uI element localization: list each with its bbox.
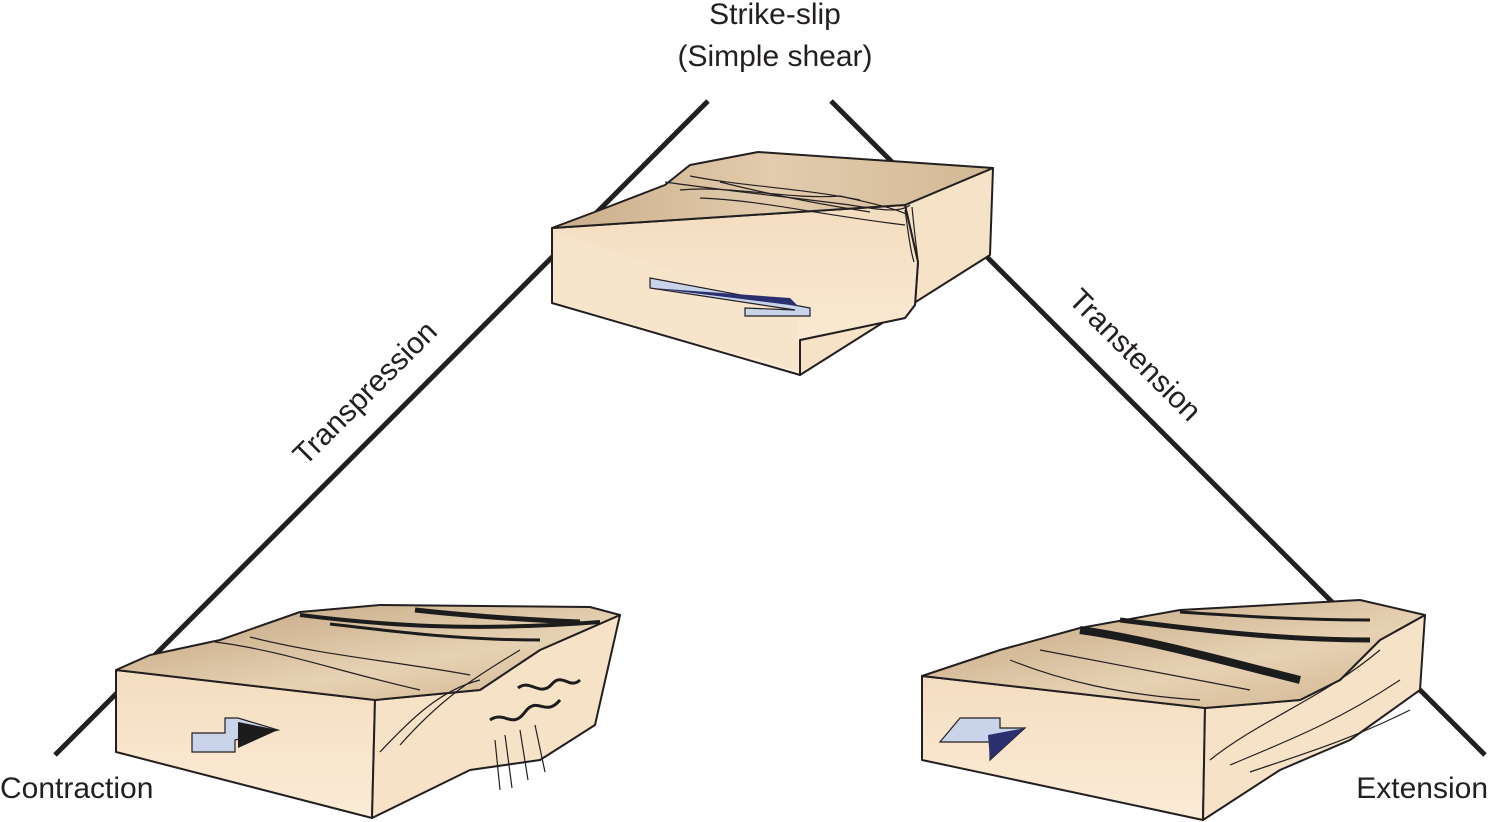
normal-fault-ridge — [1179, 610, 1371, 622]
simple-shear-label: (Simple shear) — [677, 40, 872, 73]
thrust-ridge — [329, 622, 541, 642]
thrust-ridge — [414, 607, 581, 625]
contraction-block — [115, 604, 621, 819]
extension-label: Extension — [1356, 772, 1488, 805]
fault-strand — [904, 209, 915, 263]
extension-block — [921, 599, 1426, 821]
fault-strand — [679, 188, 909, 216]
strike-slip-label: Strike-slip — [709, 0, 841, 31]
contraction-label: Contraction — [0, 772, 153, 805]
transpression-label: Transpression — [287, 315, 444, 472]
strike-slip-block — [551, 151, 994, 376]
fault-strand — [719, 181, 871, 213]
fault-strand — [911, 206, 919, 261]
normal-fault-ridge — [1119, 617, 1371, 643]
fold-icon — [517, 678, 582, 691]
slip-arrow-shadow-icon — [652, 288, 798, 306]
normal-fault-ridge — [1079, 626, 1301, 684]
fault-strand — [699, 197, 906, 226]
fold-icon — [489, 698, 562, 722]
fault-strand — [689, 175, 861, 201]
thrust-ridge — [299, 613, 601, 629]
fault-strand — [664, 181, 911, 211]
